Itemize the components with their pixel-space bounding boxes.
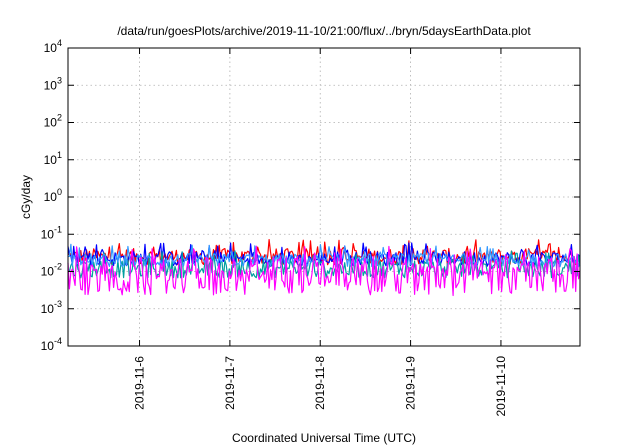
x-axis-label: Coordinated Universal Time (UTC) xyxy=(232,431,416,445)
y-tick-label: 101 xyxy=(44,150,62,167)
y-tick-label: 10-2 xyxy=(41,262,62,279)
grid xyxy=(68,48,580,346)
y-axis: 10-4 10-3 10-2 10-1 100 101 102 103 104 xyxy=(41,38,580,353)
x-tick-label: 2019-11-8 xyxy=(313,356,327,410)
y-tick-label: 103 xyxy=(44,75,62,92)
x-tick-label: 2019-11-10 xyxy=(494,356,508,417)
series-line xyxy=(67,245,581,297)
x-tick-label: 2019-11-9 xyxy=(404,356,418,410)
x-tick-label: 2019-11-6 xyxy=(133,356,147,410)
x-axis: 2019-11-6 2019-11-7 2019-11-8 2019-11-9 2019… xyxy=(133,48,508,417)
y-tick-label: 102 xyxy=(44,113,62,130)
y-tick-label: 10-3 xyxy=(41,299,62,316)
chart-title: /data/run/goesPlots/archive/2019-11-10/2… xyxy=(117,24,531,38)
x-tick-label: 2019-11-7 xyxy=(223,356,237,410)
series-line xyxy=(67,239,581,266)
y-tick-label: 104 xyxy=(44,38,62,55)
series-group xyxy=(67,239,581,297)
y-tick-label: 10-1 xyxy=(41,224,62,241)
y-tick-label: 100 xyxy=(44,187,62,204)
y-axis-label: cGy/day xyxy=(19,175,33,219)
y-tick-label: 10-4 xyxy=(41,336,62,353)
